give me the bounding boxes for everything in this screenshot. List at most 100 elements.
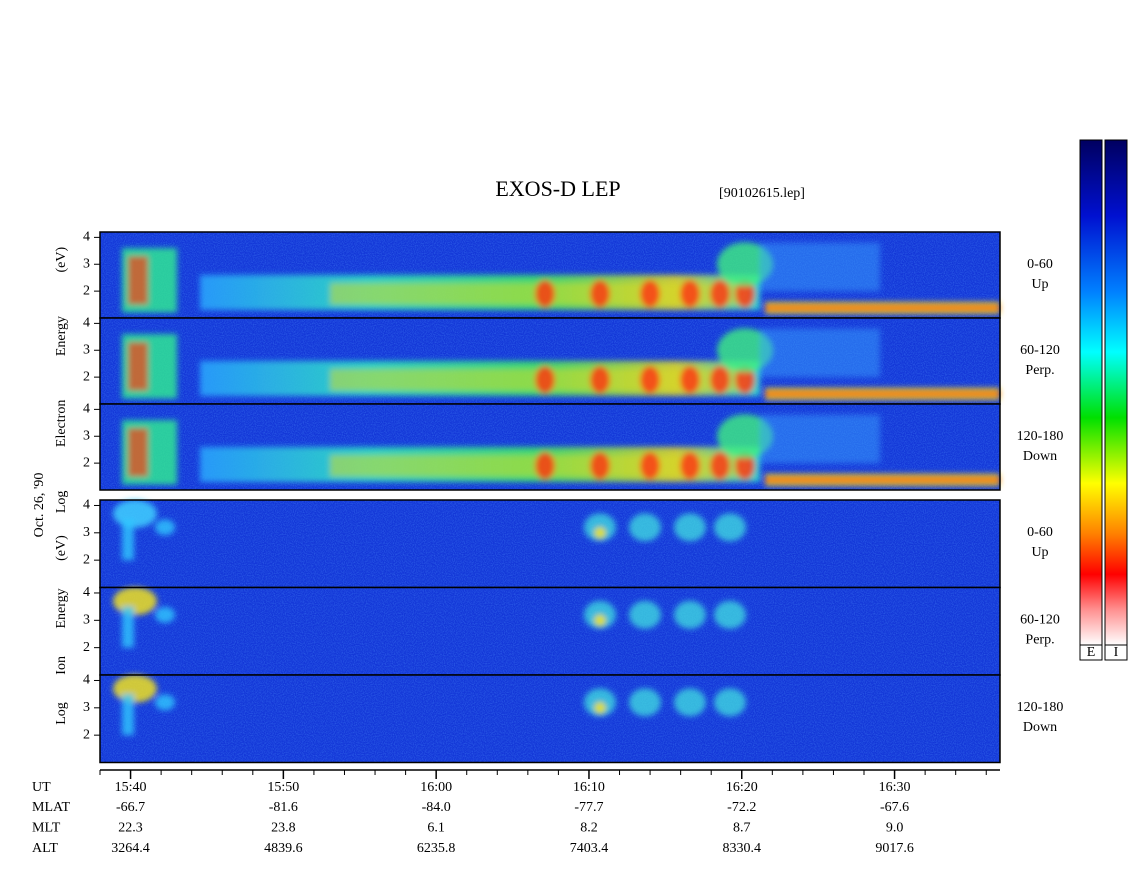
panel-range: 120-180 [1017, 700, 1064, 715]
panel-noise [100, 675, 1000, 763]
ephemeris-value: 22.3 [118, 821, 143, 836]
flux-burst [113, 674, 157, 703]
flux-burst [128, 428, 148, 477]
ephemeris-value: -72.2 [727, 800, 756, 815]
date: Oct. 26, '90 [32, 473, 47, 538]
x-tick-label: 16:00 [420, 780, 452, 795]
ephemeris-value: 9.0 [886, 821, 904, 836]
flux-burst [594, 701, 606, 714]
x-tick-label: 16:20 [726, 780, 758, 795]
flux-burst [674, 600, 706, 629]
flux-burst [735, 279, 755, 308]
spectrogram-panel [100, 318, 1000, 404]
flux-burst [714, 600, 746, 629]
flux-burst [717, 414, 773, 459]
flux-burst [113, 587, 157, 616]
flux-burst [710, 279, 730, 308]
flux-burst [640, 279, 660, 308]
flux-burst [680, 365, 700, 394]
panel-range: 120-180 [1017, 429, 1064, 444]
y-tick-label: 3 [83, 256, 90, 271]
flux-burst [590, 365, 610, 394]
y-axis-label: Log Electron Energy (eV) [54, 247, 69, 514]
ephemeris-label: UT [32, 780, 51, 795]
spectrogram-panel [100, 499, 1000, 588]
ephemeris-value: -81.6 [269, 800, 298, 815]
file-name: [90102615.lep] [719, 186, 805, 201]
ephemeris-value: 23.8 [271, 821, 296, 836]
panel-frame [99, 403, 1001, 491]
panel-direction: Perp. [1025, 363, 1054, 378]
spectrogram-panel [100, 404, 1000, 490]
colorbars [1079, 139, 1128, 646]
ephemeris-value: -67.6 [880, 800, 909, 815]
x-tick-label: 16:30 [879, 780, 911, 795]
ephemeris-value: 7403.4 [570, 841, 609, 856]
y-tick-label: 4 [83, 230, 90, 245]
flux-burst [674, 688, 706, 717]
flux-burst [714, 688, 746, 717]
flux-burst [735, 451, 755, 480]
panel-range: 60-120 [1020, 343, 1060, 358]
title: EXOS-D LEP [495, 176, 620, 201]
ephemeris-value: 8.7 [733, 821, 751, 836]
flux-burst [735, 365, 755, 394]
flux-burst [629, 600, 661, 629]
y-tick-label: 2 [83, 640, 90, 655]
flux-features [122, 328, 1000, 400]
x-tick-label: 15:40 [115, 780, 147, 795]
flux-burst [122, 606, 134, 648]
ephemeris-value: -77.7 [574, 800, 603, 815]
ephemeris-value: -66.7 [116, 800, 145, 815]
flux-band [765, 391, 1000, 396]
panel-range: 60-120 [1020, 613, 1060, 628]
flux-burst [155, 694, 175, 711]
flux-burst [594, 614, 606, 627]
flux-burst [717, 328, 773, 373]
flux-burst [640, 451, 660, 480]
flux-features [113, 674, 746, 736]
ephemeris-label: MLT [32, 821, 61, 836]
flux-burst [714, 513, 746, 542]
panel-frame [99, 674, 1001, 764]
ephemeris-label: MLAT [32, 800, 71, 815]
colorbar-label: E [1087, 645, 1096, 660]
colorbar-label-box [1104, 644, 1128, 661]
flux-burst [535, 451, 555, 480]
panel-direction: Perp. [1025, 633, 1054, 648]
flux-haze [760, 414, 880, 464]
colorbar-label-box [1079, 644, 1103, 661]
flux-burst [122, 694, 134, 736]
y-tick-label: 3 [83, 342, 90, 357]
y-tick-label: 2 [83, 369, 90, 384]
colorbar [1079, 139, 1103, 646]
flux-burst [717, 242, 773, 287]
y-tick-label: 2 [83, 283, 90, 298]
flux-burst [640, 365, 660, 394]
flux-burst [128, 342, 148, 391]
flux-features [122, 242, 1000, 314]
y-tick-label: 2 [83, 727, 90, 742]
panel-range: 0-60 [1027, 257, 1053, 272]
flux-burst [680, 279, 700, 308]
panel-direction: Down [1023, 449, 1057, 464]
flux-burst [710, 365, 730, 394]
y-tick-label: 4 [83, 498, 90, 513]
y-axis-label: Log Ion Energy (eV) [54, 535, 69, 725]
flux-burst [590, 451, 610, 480]
flux-burst [113, 499, 157, 528]
ephemeris-value: 3264.4 [111, 841, 150, 856]
ephemeris-value: 6.1 [427, 821, 445, 836]
flux-band [765, 477, 1000, 482]
flux-burst [629, 688, 661, 717]
ephemeris-value: 8.2 [580, 821, 598, 836]
flux-band [765, 305, 1000, 310]
flux-features [113, 499, 746, 561]
flux-burst [680, 451, 700, 480]
x-tick-label: 16:10 [573, 780, 605, 795]
spectrogram-panel [100, 232, 1000, 318]
flux-haze [760, 328, 880, 378]
panel-noise [100, 500, 1000, 588]
ephemeris-value: 8330.4 [723, 841, 762, 856]
